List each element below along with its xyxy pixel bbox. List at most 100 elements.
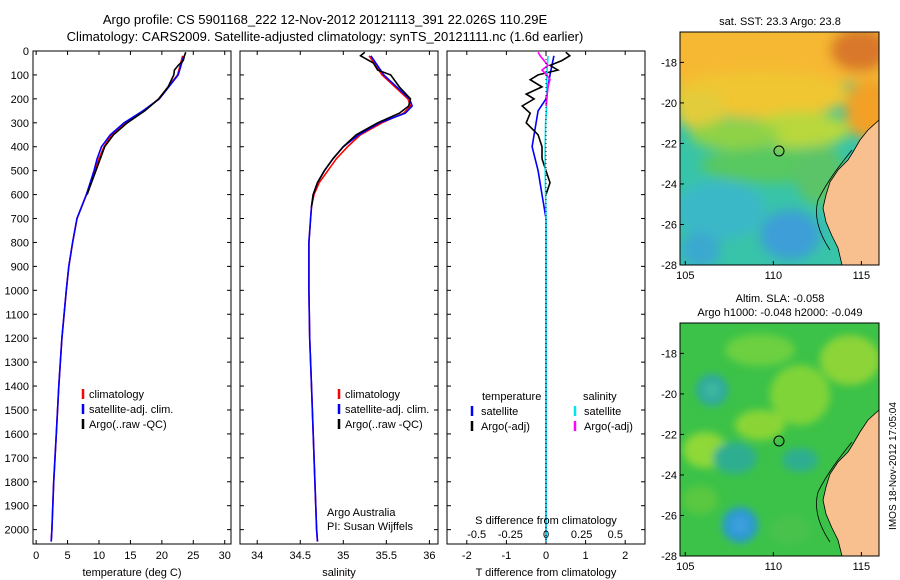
legend-label: Argo(-adj) <box>584 421 633 433</box>
y-tick-label: 1400 <box>5 381 29 393</box>
y-tick-label: 500 <box>11 166 29 178</box>
legend-label: Argo(-adj) <box>481 421 530 433</box>
legend-title-temperature: temperature <box>482 391 541 403</box>
legend-label: climatology <box>345 389 401 401</box>
legend-label: Argo(..raw -QC) <box>345 419 423 431</box>
series-line <box>531 55 555 542</box>
series-line <box>520 51 572 195</box>
y-tick-label: 600 <box>11 190 29 202</box>
sla-map-subtitle: Argo h1000: -0.048 h2000: -0.049 <box>697 307 862 319</box>
salinity-diff-tick-label: 0.5 <box>608 529 623 541</box>
series-group <box>308 51 414 542</box>
x-axis-label: salinity <box>322 567 356 579</box>
map-y-tick-label: -20 <box>661 98 677 110</box>
map-x-tick-label: 110 <box>765 270 783 282</box>
sst-land <box>822 119 879 265</box>
x-tick-label: -1 <box>502 550 512 562</box>
map-y-tick-label: -28 <box>661 260 677 272</box>
x-tick-label: 1 <box>583 550 589 562</box>
map-y-tick-label: -24 <box>661 179 677 191</box>
temperature-panel: 0 100 200 300 400 500 600 700 800 900 1000 1100 1200… <box>5 46 232 579</box>
y-tick-label: 800 <box>11 237 29 249</box>
map-y-tick-label: -26 <box>661 510 677 522</box>
imos-stamp: IMOS 18-Nov-2012 17:05:04 <box>888 402 899 530</box>
series-line <box>308 55 412 542</box>
x-tick-label: 30 <box>219 550 231 562</box>
series-line <box>537 51 551 107</box>
map-y-tick-label: -26 <box>661 219 677 231</box>
salinity-diff-tick-label: -0.25 <box>498 529 523 541</box>
sst-map: sat. SST: 23.3 Argo: 23.8 105 110 115 -18 -2… <box>661 16 880 282</box>
salinity-diff-tick-label: 0 <box>543 529 549 541</box>
series-line <box>308 55 414 542</box>
y-tick-label: 1100 <box>5 309 29 321</box>
map-y-tick-label: -22 <box>661 138 677 150</box>
salinity-diff-tick-label: -0.5 <box>467 529 486 541</box>
map-x-tick-label: 105 <box>676 270 694 282</box>
series-line <box>544 55 549 542</box>
x-tick-label: 5 <box>65 550 71 562</box>
x-tick-label: 35.5 <box>376 550 397 562</box>
sst-map-title: sat. SST: 23.3 Argo: 23.8 <box>719 16 841 28</box>
series-line <box>86 51 187 195</box>
legend-title-salinity: salinity <box>583 391 617 403</box>
legend-label: satellite <box>584 406 621 418</box>
difference-panel: -2 -1 0 1 2 T difference from climatology -0.5… <box>446 50 646 579</box>
float-annotation: Argo Australia <box>327 507 396 519</box>
x-tick-label: 2 <box>622 550 628 562</box>
y-tick-label: 1500 <box>5 405 29 417</box>
y-tick-label: 2000 <box>5 525 29 537</box>
y-tick-label: 1700 <box>5 453 29 465</box>
argo-location-marker <box>773 145 785 157</box>
salinity-diff-tick-label: 0.25 <box>571 529 592 541</box>
y-tick-label: 1900 <box>5 501 29 513</box>
series-line <box>310 51 412 207</box>
salinity-diff-axis-label: S difference from climatology <box>475 515 617 527</box>
map-x-tick-label: 115 <box>853 561 871 573</box>
legend-label: climatology <box>89 389 145 401</box>
x-tick-label: 10 <box>93 550 105 562</box>
salinity-panel: 34 34.5 35 35.5 36 salinity climatology satelli… <box>239 50 439 579</box>
argo-location-marker-sla <box>773 435 785 447</box>
map-x-tick-label: 105 <box>676 561 694 573</box>
x-tick-label: 0 <box>543 550 549 562</box>
map-y-tick-label: -22 <box>661 429 677 441</box>
y-tick-label: 1200 <box>5 333 29 345</box>
x-tick-label: 35 <box>337 550 349 562</box>
plot-frame <box>239 50 439 545</box>
x-tick-label: 15 <box>124 550 136 562</box>
y-tick-label: 200 <box>11 94 29 106</box>
x-tick-label: 36 <box>423 550 435 562</box>
figure-title-line1: Argo profile: CS 5901168_222 12-Nov-2012… <box>102 12 548 27</box>
x-tick-label: 25 <box>187 550 199 562</box>
y-tick-label: 900 <box>11 261 29 273</box>
legend-label: satellite-adj. clim. <box>89 404 173 416</box>
x-tick-label: 0 <box>33 550 39 562</box>
x-tick-label: 34 <box>251 550 263 562</box>
y-tick-label: 1000 <box>5 285 29 297</box>
sla-map-title: Altim. SLA: -0.058 <box>736 293 825 305</box>
legend-label: satellite <box>481 406 518 418</box>
y-tick-label: 100 <box>11 70 29 82</box>
map-y-tick-label: -28 <box>661 551 677 563</box>
y-tick-label: 700 <box>11 214 29 226</box>
map-y-tick-label: -20 <box>661 389 677 401</box>
legend-label: satellite-adj. clim. <box>345 404 429 416</box>
figure-title-line2: Climatology: CARS2009. Satellite-adjuste… <box>66 29 584 44</box>
x-axis-label: T difference from climatology <box>476 567 617 579</box>
y-tick-label: 400 <box>11 142 29 154</box>
legend-label: Argo(..raw -QC) <box>89 419 167 431</box>
y-tick-label: 300 <box>11 118 29 130</box>
x-tick-label: -2 <box>462 550 472 562</box>
map-x-tick-label: 115 <box>853 270 871 282</box>
x-tick-label: 20 <box>156 550 168 562</box>
series-group <box>50 51 187 542</box>
y-tick-label: 1800 <box>5 477 29 489</box>
series-group <box>520 51 572 542</box>
map-y-tick-label: -24 <box>661 470 677 482</box>
map-y-tick-label: -18 <box>661 348 677 360</box>
map-y-tick-label: -18 <box>661 57 677 69</box>
map-x-tick-label: 110 <box>765 561 783 573</box>
sla-map: Altim. SLA: -0.058 Argo h1000: -0.048 h2… <box>661 293 880 573</box>
